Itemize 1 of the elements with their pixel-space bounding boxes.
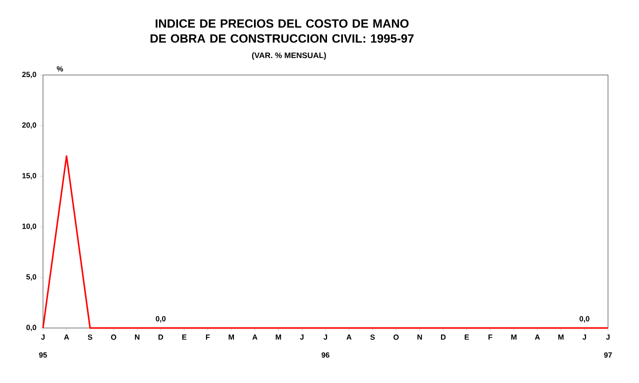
chart-title: INDICE DE PRECIOS DEL COSTO DE MANO DE OBRA DE CONSTRUCCION CIVIL: 1995-97 [150,19,414,43]
